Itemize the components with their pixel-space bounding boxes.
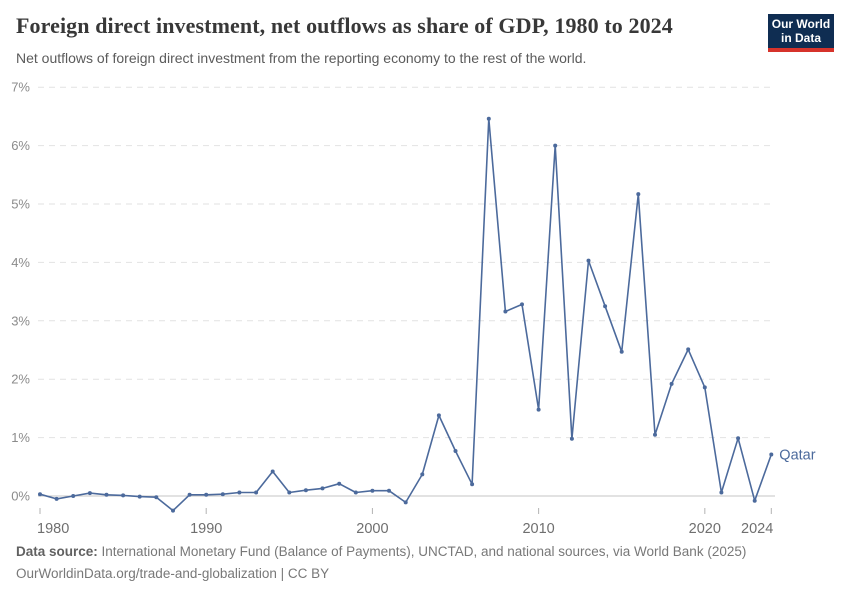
data-point-marker[interactable] <box>320 486 325 491</box>
data-point-marker[interactable] <box>353 490 358 495</box>
data-point-marker[interactable] <box>187 492 192 497</box>
data-point-marker[interactable] <box>303 488 308 493</box>
data-point-marker[interactable] <box>702 385 707 390</box>
y-tick-label: 0% <box>11 489 30 504</box>
data-point-marker[interactable] <box>653 432 657 437</box>
page-title: Foreign direct investment, net outflows … <box>16 13 673 38</box>
data-point-marker[interactable] <box>387 488 391 493</box>
owid-logo[interactable]: Our World in Data <box>768 14 834 52</box>
data-point-marker[interactable] <box>503 309 508 314</box>
series-line-qatar[interactable] <box>39 117 773 512</box>
owid-logo-line1: Our World <box>771 16 831 31</box>
data-point-marker[interactable] <box>121 493 126 498</box>
data-point-marker[interactable] <box>420 472 425 477</box>
data-point-marker[interactable] <box>436 413 441 418</box>
chart-subtitle: Net outflows of foreign direct investmen… <box>16 50 587 66</box>
data-point-marker[interactable] <box>270 469 275 474</box>
owid-logo-line2: in Data <box>780 31 821 45</box>
data-point-marker[interactable] <box>536 407 541 412</box>
data-point-marker[interactable] <box>769 452 774 457</box>
x-tick-label: 2010 <box>522 521 554 537</box>
data-point-marker[interactable] <box>403 500 408 505</box>
data-source-label: Data source: <box>16 544 98 559</box>
data-point-marker[interactable] <box>287 490 292 495</box>
data-point-marker[interactable] <box>54 496 59 501</box>
data-point-marker[interactable] <box>220 492 225 497</box>
y-tick-label: 6% <box>11 138 30 153</box>
data-point-marker[interactable] <box>619 349 624 354</box>
data-point-marker[interactable] <box>154 495 159 500</box>
data-point-marker[interactable] <box>686 347 691 352</box>
data-point-marker[interactable] <box>137 494 142 499</box>
data-point-marker[interactable] <box>337 481 342 486</box>
data-point-marker[interactable] <box>87 491 92 496</box>
data-source-text: International Monetary Fund (Balance of … <box>97 544 747 559</box>
data-source-line: Data source: International Monetary Fund… <box>16 541 746 563</box>
y-tick-label: 3% <box>11 313 30 328</box>
x-tick-label: 1990 <box>190 521 222 537</box>
data-point-marker[interactable] <box>719 490 724 495</box>
data-point-marker[interactable] <box>636 192 641 197</box>
data-point-marker[interactable] <box>486 116 491 121</box>
data-point-marker[interactable] <box>586 258 591 263</box>
data-point-marker[interactable] <box>603 304 608 309</box>
data-point-marker[interactable] <box>171 508 175 513</box>
data-point-marker[interactable] <box>453 449 458 453</box>
data-point-marker[interactable] <box>254 490 259 495</box>
x-tick-label: 2024 <box>741 521 773 537</box>
data-point-marker[interactable] <box>370 488 375 493</box>
data-point-marker[interactable] <box>553 143 558 148</box>
x-tick-label: 2000 <box>356 521 388 537</box>
footer-link[interactable]: OurWorldinData.org/trade-and-globalizati… <box>16 565 330 581</box>
data-point-marker[interactable] <box>104 492 109 497</box>
y-tick-label: 4% <box>11 255 30 270</box>
data-point-marker[interactable] <box>520 302 524 307</box>
x-tick-label: 2020 <box>689 521 721 537</box>
data-point-marker[interactable] <box>38 492 42 497</box>
y-tick-label: 5% <box>11 197 30 212</box>
data-point-marker[interactable] <box>569 436 574 441</box>
y-tick-label: 7% <box>11 80 30 95</box>
series-end-label[interactable]: Qatar <box>779 448 815 464</box>
y-tick-label: 2% <box>11 372 30 387</box>
data-point-marker[interactable] <box>71 494 76 498</box>
x-tick-label: 1980 <box>37 521 69 537</box>
data-point-marker[interactable] <box>204 492 209 497</box>
data-point-marker[interactable] <box>669 381 674 386</box>
data-point-marker[interactable] <box>237 490 242 495</box>
data-point-marker[interactable] <box>736 436 741 441</box>
data-point-marker[interactable] <box>470 482 475 487</box>
chart-footer: Data source: International Monetary Fund… <box>16 541 746 585</box>
y-tick-label: 1% <box>11 430 30 445</box>
data-point-marker[interactable] <box>752 498 757 503</box>
